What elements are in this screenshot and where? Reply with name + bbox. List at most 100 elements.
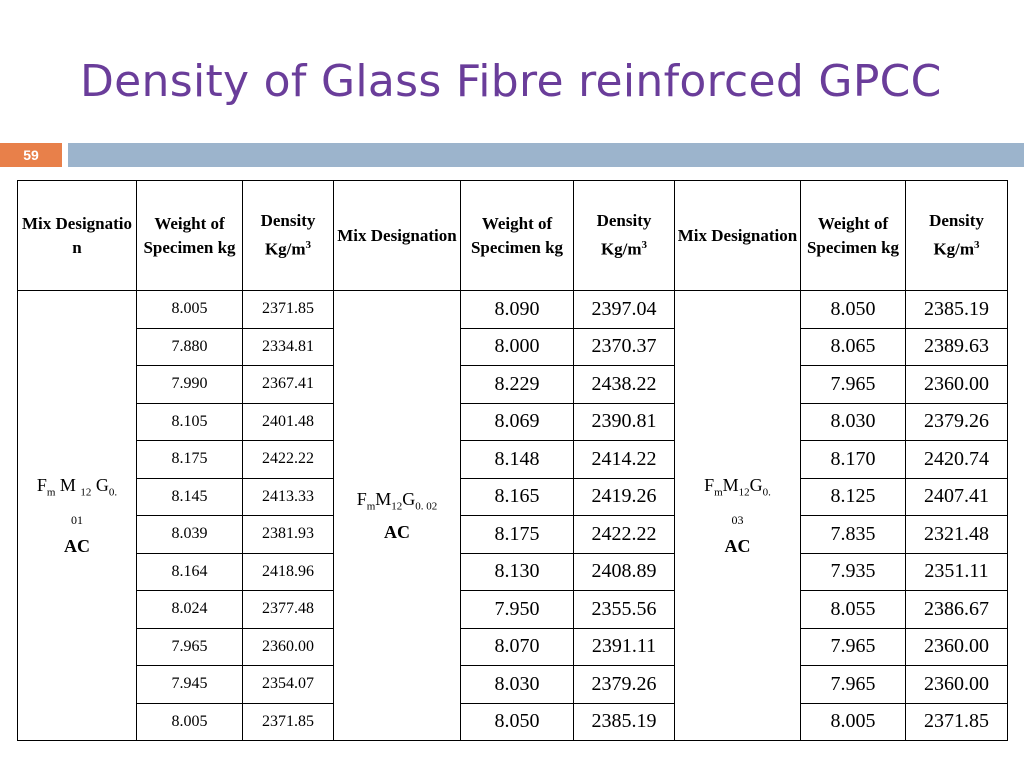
weight-cell: 8.005 [136,702,243,741]
weight-cell: 8.050 [800,290,906,329]
density-cell: 2401.48 [242,402,334,441]
density-cell: 2355.56 [573,590,675,629]
header-weight-2: Weight of Specimen kg [460,180,574,291]
density-cell: 2371.85 [242,702,334,741]
density-cell: 2360.00 [905,665,1008,704]
density-cell: 2377.48 [242,590,334,629]
weight-cell: 8.050 [460,702,574,741]
density-cell: 2418.96 [242,552,334,591]
density-cell: 2360.00 [905,627,1008,666]
weight-cell: 8.065 [800,327,906,366]
header-density-2: Density Kg/m3 [573,180,675,291]
weight-cell: 8.069 [460,402,574,441]
table-row: 8.039 2381.93 8.175 2422.22 7.835 2321.48 [18,515,1008,554]
header-density-3: Density Kg/m3 [905,180,1008,291]
weight-cell: 8.148 [460,440,574,479]
density-cell: 2397.04 [573,290,675,329]
density-table: Mix Designatio n Weight of Specimen kg D… [17,180,1008,741]
mix-designation-1: Fm M 12 G0. 01 AC [17,290,137,741]
weight-cell: 7.965 [800,665,906,704]
table-row: 7.945 2354.07 8.030 2379.26 7.965 2360.00 [18,665,1008,704]
header-mix-designation-1: Mix Designatio n [17,180,137,291]
weight-cell: 8.165 [460,477,574,516]
header-density-1: Density Kg/m3 [242,180,334,291]
density-cell: 2354.07 [242,665,334,704]
table-row: 8.145 2413.33 8.165 2419.26 8.125 2407.41 [18,477,1008,516]
weight-cell: 8.175 [136,440,243,479]
density-cell: 2391.11 [573,627,675,666]
density-cell: 2371.85 [905,702,1008,741]
weight-cell: 8.024 [136,590,243,629]
header-row: Mix Designatio n Weight of Specimen kg D… [17,180,1008,291]
density-cell: 2413.33 [242,477,334,516]
weight-cell: 7.935 [800,552,906,591]
weight-cell: 8.005 [800,702,906,741]
table-row: 7.965 2360.00 8.070 2391.11 7.965 2360.00 [18,627,1008,666]
density-cell: 2334.81 [242,327,334,366]
weight-cell: 8.030 [460,665,574,704]
weight-cell: 8.005 [136,290,243,329]
density-cell: 2360.00 [242,627,334,666]
table-row: 8.024 2377.48 7.950 2355.56 8.055 2386.67 [18,590,1008,629]
density-cell: 2414.22 [573,440,675,479]
header-weight-3: Weight of Specimen kg [800,180,906,291]
density-cell: 2422.22 [242,440,334,479]
weight-cell: 8.125 [800,477,906,516]
weight-cell: 7.990 [136,365,243,404]
weight-cell: 8.105 [136,402,243,441]
density-cell: 2381.93 [242,515,334,554]
density-cell: 2385.19 [905,290,1008,329]
density-cell: 2419.26 [573,477,675,516]
weight-cell: 7.835 [800,515,906,554]
density-cell: 2360.00 [905,365,1008,404]
table-row: Fm M 12 G0. 01 AC 8.005 2371.85 FmM12G0. 02 AC… [17,290,1008,741]
density-cell: 2371.85 [242,290,334,329]
density-cell: 2420.74 [905,440,1008,479]
weight-cell: 8.164 [136,552,243,591]
mix-designation-3: FmM12G0. 03 AC [674,290,801,741]
weight-cell: 8.145 [136,477,243,516]
table-row: 8.164 2418.96 8.130 2408.89 7.935 2351.11 [18,552,1008,591]
weight-cell: 8.090 [460,290,574,329]
density-cell: 2438.22 [573,365,675,404]
density-cell: 2390.81 [573,402,675,441]
table-row: 8.105 2401.48 8.069 2390.81 8.030 2379.26 [18,402,1008,441]
density-cell: 2408.89 [573,552,675,591]
density-cell: 2422.22 [573,515,675,554]
weight-cell: 8.175 [460,515,574,554]
weight-cell: 8.170 [800,440,906,479]
weight-cell: 8.070 [460,627,574,666]
weight-cell: 7.965 [800,365,906,404]
slide-number: 59 [0,143,62,167]
density-cell: 2407.41 [905,477,1008,516]
table-row: 7.990 2367.41 8.229 2438.22 7.965 2360.00 [18,365,1008,404]
header-bar [68,143,1024,167]
table-row: 8.175 2422.22 8.148 2414.22 8.170 2420.74 [18,440,1008,479]
density-cell: 2351.11 [905,552,1008,591]
weight-cell: 7.950 [460,590,574,629]
weight-cell: 8.000 [460,327,574,366]
weight-cell: 7.945 [136,665,243,704]
mix-designation-2: FmM12G0. 02 AC [333,290,461,741]
density-cell: 2386.67 [905,590,1008,629]
table-row: 7.880 2334.81 8.000 2370.37 8.065 2389.63 [18,327,1008,366]
weight-cell: 8.130 [460,552,574,591]
weight-cell: 8.055 [800,590,906,629]
density-cell: 2370.37 [573,327,675,366]
density-cell: 2379.26 [573,665,675,704]
density-cell: 2385.19 [573,702,675,741]
density-cell: 2321.48 [905,515,1008,554]
weight-cell: 8.229 [460,365,574,404]
density-cell: 2367.41 [242,365,334,404]
weight-cell: 7.965 [800,627,906,666]
weight-cell: 8.039 [136,515,243,554]
header-weight-1: Weight of Specimen kg [136,180,243,291]
weight-cell: 8.030 [800,402,906,441]
header-mix-designation-2: Mix Designation [333,180,461,291]
weight-cell: 7.880 [136,327,243,366]
density-cell: 2389.63 [905,327,1008,366]
table-row: 8.005 2371.85 8.050 2385.19 8.005 2371.85 [18,702,1008,741]
density-cell: 2379.26 [905,402,1008,441]
weight-cell: 7.965 [136,627,243,666]
header-mix-designation-3: Mix Designation [674,180,801,291]
